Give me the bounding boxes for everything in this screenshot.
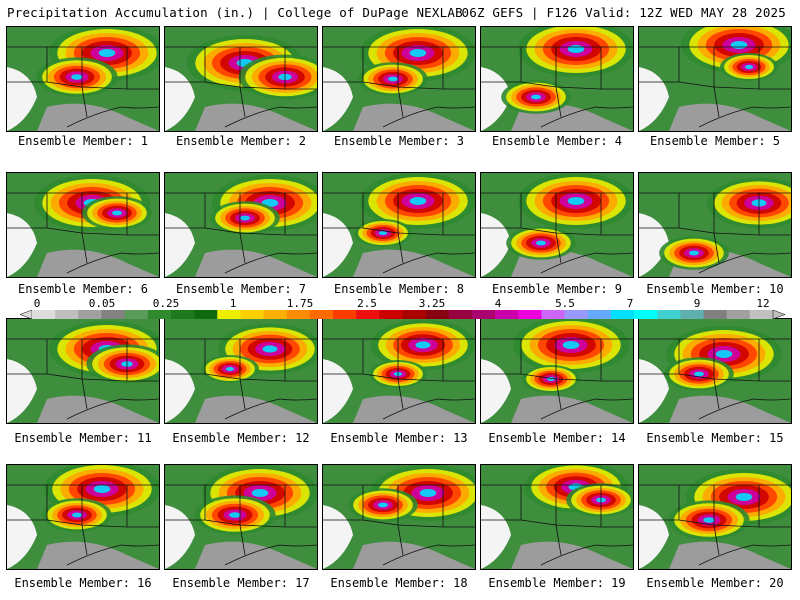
ensemble-map-18 — [322, 464, 476, 570]
ensemble-member-label: Ensemble Member: 8 — [333, 282, 465, 296]
colorbar-swatch — [471, 310, 496, 319]
ensemble-member-label: Ensemble Member: 1 — [17, 134, 149, 148]
colorbar-swatch — [356, 310, 380, 319]
colorbar-swatch — [448, 310, 473, 319]
colorbar-swatch — [680, 310, 704, 319]
ensemble-member-label: Ensemble Member: 11 — [14, 431, 152, 445]
ensemble-member-label: Ensemble Member: 6 — [17, 282, 149, 296]
ensemble-map-2 — [164, 26, 318, 132]
colorbar-swatch — [425, 310, 450, 319]
ensemble-map-10 — [638, 172, 792, 278]
ensemble-map-16 — [6, 464, 160, 570]
colorbar-swatch — [309, 310, 334, 319]
colorbar-swatch — [170, 310, 195, 319]
colorbar-swatch — [32, 310, 56, 319]
ensemble-member-label: Ensemble Member: 17 — [172, 576, 310, 590]
colorbar-swatch — [587, 310, 612, 319]
ensemble-map-7 — [164, 172, 318, 278]
colorbar-swatch — [217, 310, 241, 319]
colorbar-swatch — [541, 310, 565, 319]
colorbar-tick-label: 7 — [626, 297, 634, 310]
colorbar-tick-label: 1.75 — [286, 297, 314, 310]
colorbar-tick-label: 2.5 — [357, 297, 377, 310]
colorbar-swatch — [749, 310, 774, 319]
colorbar-swatch — [286, 310, 311, 319]
colorbar-tick-label: 12 — [756, 297, 770, 310]
ensemble-member-label: Ensemble Member: 19 — [488, 576, 626, 590]
ensemble-map-13 — [322, 318, 476, 424]
ensemble-map-8 — [322, 172, 476, 278]
ensemble-member-label: Ensemble Member: 14 — [488, 431, 626, 445]
colorbar-tick-label: 5.5 — [555, 297, 575, 310]
ensemble-member-label: Ensemble Member: 9 — [491, 282, 623, 296]
colorbar-swatch — [495, 310, 519, 319]
colorbar-tick-label: 0 — [33, 297, 41, 310]
ensemble-map-11 — [6, 318, 160, 424]
ensemble-member-label: Ensemble Member: 5 — [649, 134, 781, 148]
colorbar-swatch — [240, 310, 264, 319]
colorbar-swatch — [147, 310, 172, 319]
ensemble-map-17 — [164, 464, 318, 570]
colorbar-swatch — [101, 310, 125, 319]
colorbar-swatch — [703, 310, 727, 319]
colorbar-swatch — [55, 310, 79, 319]
colorbar-swatch — [379, 310, 403, 319]
ensemble-map-6 — [6, 172, 160, 278]
ensemble-member-label: Ensemble Member: 4 — [491, 134, 623, 148]
ensemble-member-label: Ensemble Member: 13 — [330, 431, 468, 445]
colorbar-swatch — [564, 310, 589, 319]
ensemble-member-label: Ensemble Member: 7 — [175, 282, 307, 296]
colorbar-low-end — [20, 310, 33, 319]
ensemble-map-9 — [480, 172, 634, 278]
ensemble-map-15 — [638, 318, 792, 424]
ensemble-map-19 — [480, 464, 634, 570]
colorbar-swatch — [263, 310, 288, 319]
ensemble-member-label: Ensemble Member: 3 — [333, 134, 465, 148]
ensemble-member-label: Ensemble Member: 10 — [646, 282, 784, 296]
colorbar-tick-label: 3.25 — [418, 297, 446, 310]
ensemble-member-label: Ensemble Member: 18 — [330, 576, 468, 590]
colorbar-tick-label: 0.05 — [88, 297, 116, 310]
colorbar-tick-label: 4 — [494, 297, 502, 310]
ensemble-member-label: Ensemble Member: 16 — [14, 576, 152, 590]
colorbar-swatch — [333, 310, 357, 319]
ensemble-map-20 — [638, 464, 792, 570]
colorbar-swatch — [726, 310, 751, 319]
colorbar-swatch — [402, 310, 426, 319]
ensemble-member-label: Ensemble Member: 20 — [646, 576, 784, 590]
colorbar-swatch — [657, 310, 681, 319]
model-run-info: 06Z GEFS | F126 Valid: 12Z WED MAY 28 20… — [461, 5, 786, 20]
ensemble-map-5 — [638, 26, 792, 132]
colorbar-tick-label: 1 — [229, 297, 237, 310]
colorbar-tick-labels: 0 0.05 0.25 1 1.75 2.5 3.25 4 5.5 7 9 12 — [0, 297, 800, 310]
colorbar-swatch — [78, 310, 102, 319]
colorbar-tick-label: 0.25 — [152, 297, 180, 310]
colorbar-swatch — [194, 310, 218, 319]
colorbar-tick-label: 9 — [693, 297, 701, 310]
ensemble-member-label: Ensemble Member: 12 — [172, 431, 310, 445]
ensemble-member-label: Ensemble Member: 15 — [646, 431, 784, 445]
ensemble-member-label: Ensemble Member: 2 — [175, 134, 307, 148]
colorbar — [20, 310, 785, 319]
colorbar-swatch — [124, 310, 149, 319]
ensemble-map-12 — [164, 318, 318, 424]
colorbar-swatch — [518, 310, 542, 319]
ensemble-map-4 — [480, 26, 634, 132]
colorbar-swatch — [610, 310, 635, 319]
ensemble-map-3 — [322, 26, 476, 132]
colorbar-high-end — [772, 310, 785, 319]
ensemble-map-14 — [480, 318, 634, 424]
colorbar-swatch — [634, 310, 658, 319]
map-title: Precipitation Accumulation (in.) | Colle… — [7, 5, 463, 20]
ensemble-map-1 — [6, 26, 160, 132]
